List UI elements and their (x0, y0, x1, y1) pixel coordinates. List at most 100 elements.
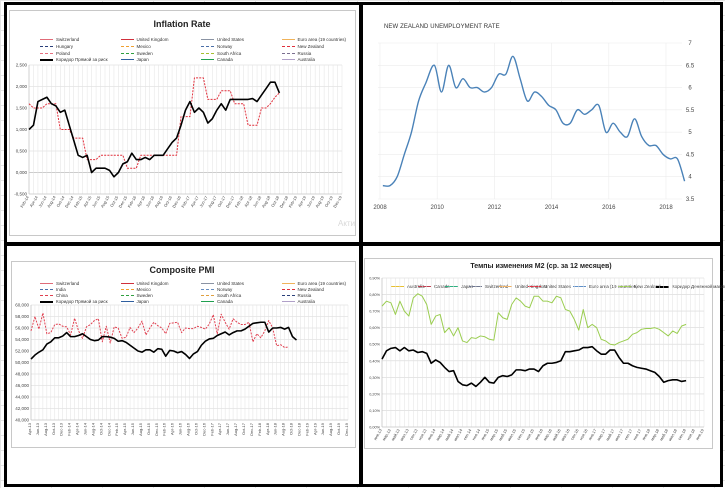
y-tick-label: 0,40% (369, 359, 380, 363)
y-tick-label: 48,000 (15, 372, 29, 377)
legend-swatch (281, 45, 295, 47)
legend-item-canada[interactable]: Canada (201, 299, 233, 304)
legend-item-mexico[interactable]: Mexico (120, 44, 151, 49)
legend-item-united-states[interactable]: United States (201, 281, 244, 286)
legend-item-poland[interactable]: Poland (40, 51, 70, 56)
y-tick-label: 60,000 (15, 303, 29, 308)
y-tick-label: 0,50% (369, 343, 380, 347)
legend-item-china[interactable]: China (40, 293, 68, 298)
x-tick-label: Oct-14 (55, 194, 66, 208)
pmi-chart-area[interactable] (11, 261, 356, 448)
x-tick-label: Feb-14 (19, 194, 30, 208)
legend-item-australia[interactable]: Australia (281, 299, 315, 304)
legend-item-canada[interactable]: Canada (418, 284, 450, 289)
legend-item-norway[interactable]: Norway (201, 44, 232, 49)
legend-label: Hungary (56, 43, 74, 49)
legend-item-коридор-прямой-за-риск[interactable]: Коридор Прямой за риск (40, 57, 108, 62)
y-tick-label: 0,80% (369, 293, 380, 297)
legend-swatch (201, 295, 214, 296)
x-tick-label: Dec-19 (332, 194, 343, 208)
legend-swatch (40, 45, 53, 47)
legend-label: Switzerland (56, 37, 80, 42)
legend-item-new-zealand[interactable]: New Zealand (281, 287, 324, 292)
legend-item-mexico[interactable]: Mexico (120, 287, 151, 292)
legend-item-united-states[interactable]: United States (201, 37, 244, 42)
legend-item-australia[interactable]: Australia (391, 284, 425, 289)
legend-swatch (201, 52, 214, 54)
unemployment-chart-title: NEW ZEALAND UNEMPLOYMENT RATE (384, 24, 500, 30)
activation-watermark: Акти (338, 219, 356, 228)
legend-item-japan[interactable]: Japan (120, 299, 149, 304)
unemployment-panel[interactable] (360, 2, 723, 245)
legend-item-south-africa[interactable]: South Africa (201, 293, 241, 298)
x-tick-label: Apr-16 (170, 422, 175, 435)
legend-item-sweden[interactable]: Sweden (120, 293, 153, 298)
legend-item-коридор-денежной-массы[interactable]: Коридор Денежной массы (656, 284, 725, 289)
legend-item-euro-area-19-countries[interactable]: Euro area (19 countries) (281, 281, 346, 286)
x-tick-label: мар.15 (488, 427, 499, 441)
x-tick-label: Aug-16 (186, 422, 191, 436)
y-tick-label: 1,000 (16, 127, 28, 132)
legend-item-switzerland[interactable]: Switzerland (40, 37, 79, 42)
legend-swatch (40, 58, 53, 61)
x-tick-label: Dec-13 (59, 422, 64, 436)
legend-item-euro-area-19-countries[interactable]: Euro area (19 countries) (281, 37, 346, 42)
legend-swatch (281, 289, 295, 290)
x-tick-label: Apr-15 (122, 422, 127, 435)
legend-item-switzerland[interactable]: Switzerland (40, 281, 79, 286)
legend-item-new-zealand[interactable]: New Zealand (281, 44, 324, 49)
legend-swatch (281, 283, 295, 284)
legend-item-united-states[interactable]: United States (528, 284, 571, 289)
x-tick-label: мар.18 (649, 427, 660, 441)
legend-item-canada[interactable]: Canada (201, 57, 233, 62)
y-tick-label: 0,10% (369, 409, 380, 413)
legend-item-new-zealand[interactable]: New Zealand (618, 284, 661, 289)
x-tick-label: 2010 (431, 205, 445, 211)
legend-item-euro-area-19-countries[interactable]: Euro area (19 countries) (573, 284, 638, 289)
x-tick-label: Oct-16 (163, 194, 174, 208)
x-tick-label: Oct-15 (109, 194, 120, 208)
x-tick-label: Aug-17 (207, 194, 218, 208)
legend-item-sweden[interactable]: Sweden (120, 51, 153, 56)
legend-swatch (120, 45, 134, 47)
legend-item-japan[interactable]: Japan (120, 57, 149, 63)
legend-item-коридор-прямой-за-риск[interactable]: Коридор Прямой за риск (40, 299, 108, 304)
x-tick-label: Apr-13 (27, 422, 32, 435)
x-tick-label: ноя.14 (471, 427, 482, 441)
x-tick-label: Oct-17 (241, 422, 246, 435)
x-tick-label: Jun-19 (320, 422, 325, 435)
x-tick-label: Dec-16 (171, 194, 182, 208)
legend-item-switzerland[interactable]: Switzerland (469, 284, 508, 289)
legend-item-united-kingdom[interactable]: United Kingdom (120, 281, 169, 286)
x-tick-label: ноя.16 (578, 427, 589, 441)
legend-swatch (40, 289, 53, 290)
legend-label: Poland (56, 50, 71, 56)
m2-chart-title: Темпы изменения M2 (ср. за 12 месяцев) (470, 263, 612, 270)
legend-label: Canada (434, 284, 450, 289)
legend-swatch (281, 59, 295, 61)
x-tick-label: сен.17 (623, 427, 634, 441)
legend-item-united-kingdom[interactable]: United Kingdom (120, 37, 169, 42)
legend-swatch (201, 283, 214, 284)
legend-item-hungary[interactable]: Hungary (40, 44, 73, 49)
legend-label: United Kingdom (136, 281, 169, 286)
legend-label: Коридор Прямой за риск (56, 57, 108, 63)
legend-item-india[interactable]: India (40, 287, 66, 292)
x-tick-label: Dec-15 (154, 422, 159, 436)
y-tick-label: 6.5 (686, 63, 695, 69)
legend-item-norway[interactable]: Norway (201, 287, 232, 292)
legend-label: Australia (297, 57, 316, 63)
legend-item-russia[interactable]: Russia (281, 293, 311, 298)
x-tick-label: май.15 (497, 427, 508, 441)
x-tick-label: Feb-15 (114, 422, 119, 435)
legend-item-australia[interactable]: Australia (281, 57, 316, 63)
legend-label: Norway (217, 43, 233, 49)
x-tick-label: Apr-18 (265, 422, 270, 435)
legend-item-russia[interactable]: Russia (281, 51, 311, 56)
x-tick-label: мар.17 (596, 427, 607, 441)
x-tick-label: Jun-17 (225, 422, 230, 435)
legend-item-south-africa[interactable]: South Africa (201, 51, 241, 56)
x-tick-label: июл.14 (453, 427, 464, 441)
legend-label: Japan (136, 57, 149, 63)
y-tick-label: 0,500 (16, 149, 28, 154)
